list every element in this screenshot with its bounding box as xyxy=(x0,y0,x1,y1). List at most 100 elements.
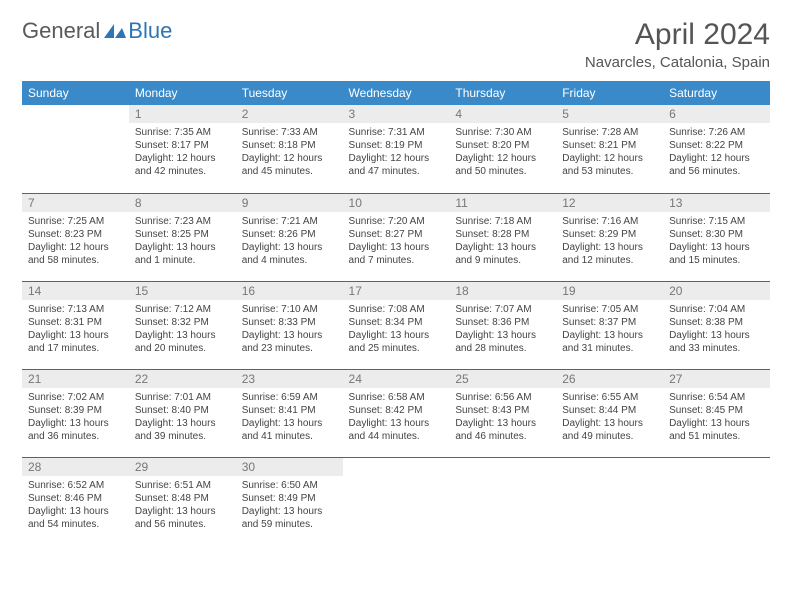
day-number: 25 xyxy=(449,370,556,388)
day-number: 13 xyxy=(663,194,770,212)
daylight-text-2: and 12 minutes. xyxy=(562,254,657,267)
day-number: 18 xyxy=(449,282,556,300)
day-details: Sunrise: 7:12 AMSunset: 8:32 PMDaylight:… xyxy=(129,300,236,359)
daylight-text-1: Daylight: 13 hours xyxy=(242,505,337,518)
day-details: Sunrise: 7:15 AMSunset: 8:30 PMDaylight:… xyxy=(663,212,770,271)
sunrise-text: Sunrise: 6:58 AM xyxy=(349,391,444,404)
daylight-text-2: and 44 minutes. xyxy=(349,430,444,443)
sunrise-text: Sunrise: 6:59 AM xyxy=(242,391,337,404)
daylight-text-1: Daylight: 13 hours xyxy=(455,241,550,254)
calendar-day-cell: 14Sunrise: 7:13 AMSunset: 8:31 PMDayligh… xyxy=(22,281,129,369)
day-details: Sunrise: 7:21 AMSunset: 8:26 PMDaylight:… xyxy=(236,212,343,271)
sunrise-text: Sunrise: 7:08 AM xyxy=(349,303,444,316)
sunrise-text: Sunrise: 7:07 AM xyxy=(455,303,550,316)
sunset-text: Sunset: 8:42 PM xyxy=(349,404,444,417)
daylight-text-1: Daylight: 12 hours xyxy=(455,152,550,165)
daylight-text-2: and 25 minutes. xyxy=(349,342,444,355)
sunrise-text: Sunrise: 7:26 AM xyxy=(669,126,764,139)
calendar-day-cell: 30Sunrise: 6:50 AMSunset: 8:49 PMDayligh… xyxy=(236,457,343,545)
day-details: Sunrise: 7:16 AMSunset: 8:29 PMDaylight:… xyxy=(556,212,663,271)
sunset-text: Sunset: 8:31 PM xyxy=(28,316,123,329)
day-number: 2 xyxy=(236,105,343,123)
sunrise-text: Sunrise: 7:05 AM xyxy=(562,303,657,316)
daylight-text-1: Daylight: 13 hours xyxy=(562,241,657,254)
sunset-text: Sunset: 8:22 PM xyxy=(669,139,764,152)
sunrise-text: Sunrise: 7:21 AM xyxy=(242,215,337,228)
day-number: 27 xyxy=(663,370,770,388)
calendar-day-cell: 24Sunrise: 6:58 AMSunset: 8:42 PMDayligh… xyxy=(343,369,450,457)
sunrise-text: Sunrise: 7:01 AM xyxy=(135,391,230,404)
sunrise-text: Sunrise: 7:16 AM xyxy=(562,215,657,228)
day-number: 3 xyxy=(343,105,450,123)
day-details: Sunrise: 6:52 AMSunset: 8:46 PMDaylight:… xyxy=(22,476,129,535)
day-number: 6 xyxy=(663,105,770,123)
daylight-text-1: Daylight: 13 hours xyxy=(455,329,550,342)
sunset-text: Sunset: 8:43 PM xyxy=(455,404,550,417)
day-details: Sunrise: 7:30 AMSunset: 8:20 PMDaylight:… xyxy=(449,123,556,182)
sunrise-text: Sunrise: 7:18 AM xyxy=(455,215,550,228)
daylight-text-1: Daylight: 13 hours xyxy=(669,417,764,430)
sunset-text: Sunset: 8:37 PM xyxy=(562,316,657,329)
calendar-day-cell: 15Sunrise: 7:12 AMSunset: 8:32 PMDayligh… xyxy=(129,281,236,369)
day-number: 17 xyxy=(343,282,450,300)
day-details: Sunrise: 7:01 AMSunset: 8:40 PMDaylight:… xyxy=(129,388,236,447)
location-label: Navarcles, Catalonia, Spain xyxy=(585,54,770,71)
day-details: Sunrise: 6:50 AMSunset: 8:49 PMDaylight:… xyxy=(236,476,343,535)
sunset-text: Sunset: 8:32 PM xyxy=(135,316,230,329)
day-number: 4 xyxy=(449,105,556,123)
day-number: 14 xyxy=(22,282,129,300)
day-details: Sunrise: 6:56 AMSunset: 8:43 PMDaylight:… xyxy=(449,388,556,447)
daylight-text-2: and 47 minutes. xyxy=(349,165,444,178)
calendar-week-row: 14Sunrise: 7:13 AMSunset: 8:31 PMDayligh… xyxy=(22,281,770,369)
day-details: Sunrise: 7:05 AMSunset: 8:37 PMDaylight:… xyxy=(556,300,663,359)
daylight-text-2: and 42 minutes. xyxy=(135,165,230,178)
sunrise-text: Sunrise: 7:23 AM xyxy=(135,215,230,228)
daylight-text-2: and 4 minutes. xyxy=(242,254,337,267)
calendar-day-cell: 23Sunrise: 6:59 AMSunset: 8:41 PMDayligh… xyxy=(236,369,343,457)
daylight-text-2: and 20 minutes. xyxy=(135,342,230,355)
calendar-head: SundayMondayTuesdayWednesdayThursdayFrid… xyxy=(22,81,770,105)
calendar-day-cell: 11Sunrise: 7:18 AMSunset: 8:28 PMDayligh… xyxy=(449,193,556,281)
daylight-text-1: Daylight: 12 hours xyxy=(562,152,657,165)
day-details: Sunrise: 7:33 AMSunset: 8:18 PMDaylight:… xyxy=(236,123,343,182)
daylight-text-2: and 56 minutes. xyxy=(669,165,764,178)
sunset-text: Sunset: 8:40 PM xyxy=(135,404,230,417)
daylight-text-1: Daylight: 13 hours xyxy=(669,241,764,254)
sunrise-text: Sunrise: 7:12 AM xyxy=(135,303,230,316)
calendar-day-cell: 19Sunrise: 7:05 AMSunset: 8:37 PMDayligh… xyxy=(556,281,663,369)
page-title: April 2024 xyxy=(585,18,770,52)
daylight-text-1: Daylight: 13 hours xyxy=(669,329,764,342)
day-number: 9 xyxy=(236,194,343,212)
daylight-text-1: Daylight: 13 hours xyxy=(135,505,230,518)
daylight-text-1: Daylight: 13 hours xyxy=(242,329,337,342)
sunset-text: Sunset: 8:26 PM xyxy=(242,228,337,241)
sunset-text: Sunset: 8:18 PM xyxy=(242,139,337,152)
calendar-week-row: 1Sunrise: 7:35 AMSunset: 8:17 PMDaylight… xyxy=(22,105,770,193)
daylight-text-2: and 45 minutes. xyxy=(242,165,337,178)
sunrise-text: Sunrise: 6:50 AM xyxy=(242,479,337,492)
day-number: 24 xyxy=(343,370,450,388)
calendar-day-cell: 21Sunrise: 7:02 AMSunset: 8:39 PMDayligh… xyxy=(22,369,129,457)
day-details: Sunrise: 7:28 AMSunset: 8:21 PMDaylight:… xyxy=(556,123,663,182)
daylight-text-2: and 58 minutes. xyxy=(28,254,123,267)
calendar-day-cell: 20Sunrise: 7:04 AMSunset: 8:38 PMDayligh… xyxy=(663,281,770,369)
sunset-text: Sunset: 8:29 PM xyxy=(562,228,657,241)
calendar-day-cell: 25Sunrise: 6:56 AMSunset: 8:43 PMDayligh… xyxy=(449,369,556,457)
daylight-text-1: Daylight: 13 hours xyxy=(349,241,444,254)
sunrise-text: Sunrise: 6:56 AM xyxy=(455,391,550,404)
day-number: 15 xyxy=(129,282,236,300)
calendar-day-cell: 3Sunrise: 7:31 AMSunset: 8:19 PMDaylight… xyxy=(343,105,450,193)
daylight-text-1: Daylight: 12 hours xyxy=(28,241,123,254)
daylight-text-1: Daylight: 12 hours xyxy=(669,152,764,165)
daylight-text-2: and 1 minute. xyxy=(135,254,230,267)
daylight-text-2: and 23 minutes. xyxy=(242,342,337,355)
sunrise-text: Sunrise: 7:10 AM xyxy=(242,303,337,316)
day-details: Sunrise: 7:20 AMSunset: 8:27 PMDaylight:… xyxy=(343,212,450,271)
daylight-text-2: and 28 minutes. xyxy=(455,342,550,355)
weekday-header: Saturday xyxy=(663,81,770,105)
calendar-day-cell: 5Sunrise: 7:28 AMSunset: 8:21 PMDaylight… xyxy=(556,105,663,193)
day-number: 22 xyxy=(129,370,236,388)
calendar-week-row: 21Sunrise: 7:02 AMSunset: 8:39 PMDayligh… xyxy=(22,369,770,457)
day-details: Sunrise: 7:25 AMSunset: 8:23 PMDaylight:… xyxy=(22,212,129,271)
calendar-day-cell: 10Sunrise: 7:20 AMSunset: 8:27 PMDayligh… xyxy=(343,193,450,281)
